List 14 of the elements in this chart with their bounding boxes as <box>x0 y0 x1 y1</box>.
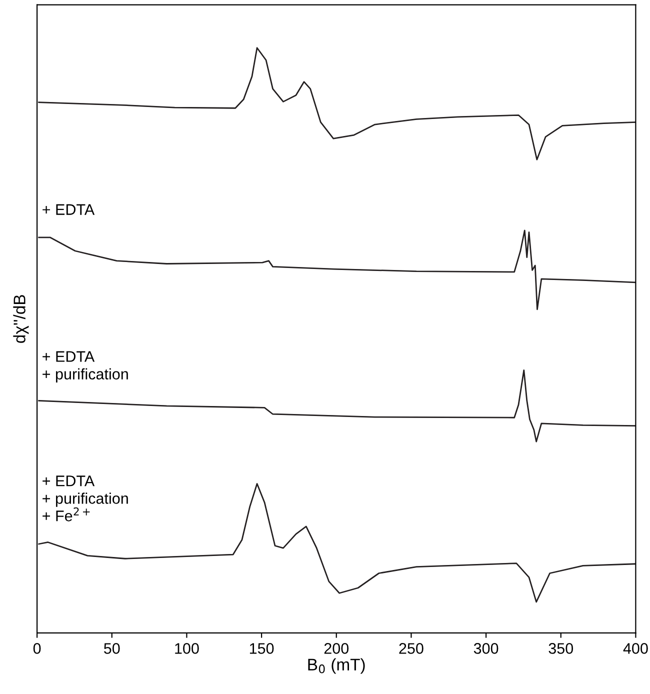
x-tick-label: 300 <box>474 643 498 654</box>
x-tick-label: 250 <box>399 643 424 654</box>
x-tick-label: 50 <box>104 643 120 654</box>
annotation: + EDTA <box>42 204 95 215</box>
x-axis-title: B$_{0}$ (mT) <box>308 658 365 674</box>
annotation: + EDTA + purification <box>42 351 128 383</box>
y-axis-title: dχ''/dB <box>13 295 29 343</box>
x-tick-label: 0 <box>33 643 41 654</box>
annotation: + EDTA + purification + Fe$^{2+}$ <box>42 476 128 522</box>
x-tick-label: 350 <box>548 643 574 654</box>
x-tick-label: 100 <box>175 643 199 654</box>
x-tick-label: 150 <box>250 643 274 654</box>
x-tick-label: 200 <box>324 643 349 654</box>
x-tick-label: 400 <box>623 643 648 654</box>
